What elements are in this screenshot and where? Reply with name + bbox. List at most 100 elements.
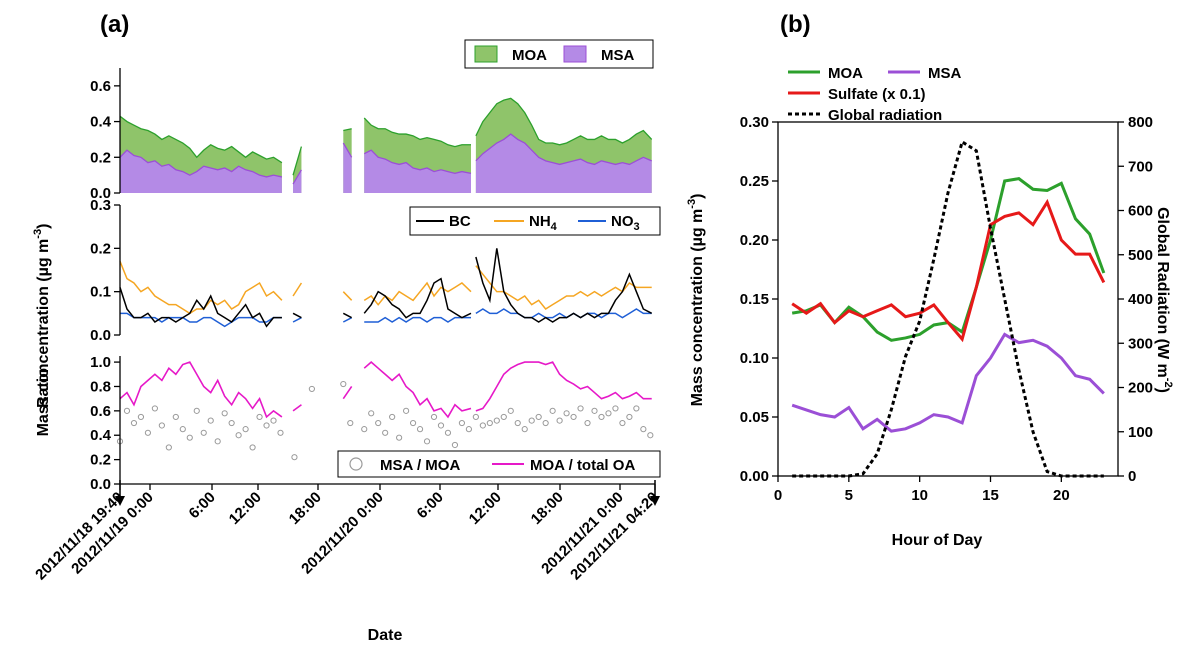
diurnal-y-tick-label-1: 0.05 — [740, 409, 769, 426]
moa-diurnal-line — [791, 177, 1106, 342]
msa-moa-point-43 — [465, 426, 472, 433]
msa-moa-point-3 — [137, 413, 145, 421]
sub2-y-tick-label-1: 0.1 — [90, 284, 111, 301]
msa-moa-point-54 — [542, 419, 549, 427]
msa-moa-point-13 — [207, 417, 214, 424]
bc-line-segment-2 — [342, 312, 353, 319]
sub3-y-tick-label-5: 1.0 — [90, 354, 111, 371]
msa-moa-point-11 — [193, 407, 200, 414]
moa-total-oa-line-segment-2 — [342, 386, 353, 400]
sub3-y-tick-label-1: 0.2 — [90, 452, 111, 469]
msa-moa-point-47 — [493, 417, 500, 424]
sub1-y-tick-label-1: 0.2 — [90, 149, 111, 166]
msa-moa-point-41 — [451, 441, 459, 449]
msa-moa-point-61 — [591, 407, 598, 414]
msa-moa-point-33 — [396, 434, 403, 441]
msa-moa-point-55 — [549, 407, 556, 414]
nh4-line-segment-2 — [342, 291, 353, 301]
no3-line-segment-0 — [120, 312, 282, 328]
msa-moa-point-65 — [619, 419, 626, 427]
msa-moa-point-9 — [179, 426, 186, 433]
msa-moa-point-68 — [640, 426, 647, 433]
diurnal-y2-tick-label-1: 100 — [1128, 424, 1153, 441]
panel-b-right-ylabel: Global Radiation (W m-2) — [1154, 207, 1174, 393]
panel-a-label: (a) — [100, 11, 129, 38]
msa-moa-point-24 — [291, 454, 298, 461]
msa-moa-point-51 — [521, 426, 528, 433]
msa-moa-point-17 — [235, 432, 242, 439]
panel-a-x-tick-label-7: 12:00 — [466, 489, 505, 528]
msa-moa-point-37 — [423, 438, 431, 445]
msa-area-outline-0 — [119, 149, 283, 178]
diurnal-y2-tick-label-2: 200 — [1128, 380, 1153, 397]
moa-total-oa-line-segment-0 — [119, 361, 283, 419]
msa-moa-point-44 — [472, 413, 479, 421]
panel-b-label: (b) — [780, 11, 811, 38]
diurnal-y-tick-label-6: 0.30 — [740, 114, 769, 131]
diurnal-y2-tick-label-0: 0 — [1128, 468, 1136, 485]
ratio-chart: 0.0 0.2 0.4 0.6 0.8 1.0 — [90, 354, 654, 493]
legend-label-no3: NO3 — [611, 213, 640, 233]
diurnal-x-tick-label-2: 10 — [911, 487, 928, 504]
msa-moa-point-42 — [458, 419, 466, 427]
msa-moa-point-4 — [144, 429, 152, 436]
legend-swatch-moa — [474, 45, 498, 63]
msa-moa-point-40 — [444, 429, 452, 436]
msa-moa-point-53 — [535, 413, 542, 421]
msa-moa-point-14 — [214, 438, 221, 445]
moa-total-oa-line-segment-4 — [475, 361, 652, 412]
msa-moa-point-66 — [626, 413, 633, 421]
msa-area-segment-0 — [120, 150, 282, 193]
panel-a-x-tick-label-4: 18:00 — [286, 489, 325, 528]
sub2-y-tick-label-3: 0.3 — [90, 197, 111, 214]
diurnal-x-tick-label-3: 15 — [982, 487, 999, 504]
msa-moa-point-57 — [563, 410, 570, 417]
msa-area-outline-4 — [475, 133, 652, 166]
msa-moa-point-48 — [500, 413, 507, 421]
sub2-y-tick-label-2: 0.2 — [90, 240, 111, 257]
sub1-y-tick-label-0: 0.0 — [90, 185, 111, 202]
legend-label-moa: MOA — [512, 47, 547, 64]
msa-area-segment-3 — [364, 150, 471, 193]
legend-bc-nh4-no3: BC NH4 NO3 — [409, 206, 661, 236]
msa-moa-point-22 — [270, 417, 277, 424]
msa-moa-point-15 — [221, 410, 228, 417]
msa-moa-point-7 — [165, 444, 172, 451]
msa-area-outline-2 — [342, 142, 353, 158]
sub3-y-tick-label-0: 0.0 — [90, 476, 111, 493]
moa-area-outline-4 — [475, 97, 653, 146]
diurnal-y2-tick-label-5: 500 — [1128, 247, 1153, 264]
msa-moa-point-36 — [416, 426, 424, 433]
msa-moa-point-23 — [277, 429, 284, 436]
msa-moa-point-60 — [584, 419, 591, 427]
panel-a-x-tick-label-3: 12:00 — [226, 489, 265, 528]
diurnal-y2-tick-label-3: 300 — [1128, 335, 1153, 352]
msa-moa-point-38 — [430, 413, 438, 421]
msa-moa-point-16 — [228, 419, 235, 427]
moa-area-outline-3 — [363, 117, 471, 148]
legend-diurnal: MOA MSA Sulfate (x 0.1) Global radiation — [788, 65, 962, 124]
legend-label-msa-moa: MSA / MOA — [380, 457, 460, 474]
msa-moa-point-8 — [172, 413, 179, 421]
legend-label-moa-total: MOA / total OA — [530, 457, 635, 474]
msa-moa-point-29 — [368, 410, 375, 417]
moa-msa-area-chart: 0.0 0.2 0.4 0.6 — [90, 68, 653, 202]
legend-marker-msa-moa — [349, 457, 363, 471]
msa-area-outline-3 — [363, 149, 472, 175]
msa-moa-point-39 — [437, 422, 445, 429]
diurnal-y2-tick-label-7: 700 — [1128, 158, 1153, 175]
panel-a-x-tick-label-2: 6:00 — [186, 489, 219, 522]
moa-area-outline-1 — [292, 146, 303, 176]
diurnal-y-tick-label-3: 0.15 — [740, 291, 769, 308]
msa-moa-point-31 — [382, 429, 389, 436]
panel-a-x-arrow-1 — [650, 496, 660, 506]
diurnal-x-tick-label-0: 0 — [774, 487, 782, 504]
msa-moa-point-18 — [242, 426, 249, 433]
msa-moa-point-26 — [340, 380, 347, 388]
diurnal-y2-tick-label-8: 800 — [1128, 114, 1153, 131]
legend-label-nh4: NH4 — [529, 213, 558, 233]
msa-area-segment-2 — [343, 143, 352, 193]
msa-moa-point-1 — [123, 407, 131, 414]
panel-b-xlabel: Hour of Day — [892, 532, 983, 549]
